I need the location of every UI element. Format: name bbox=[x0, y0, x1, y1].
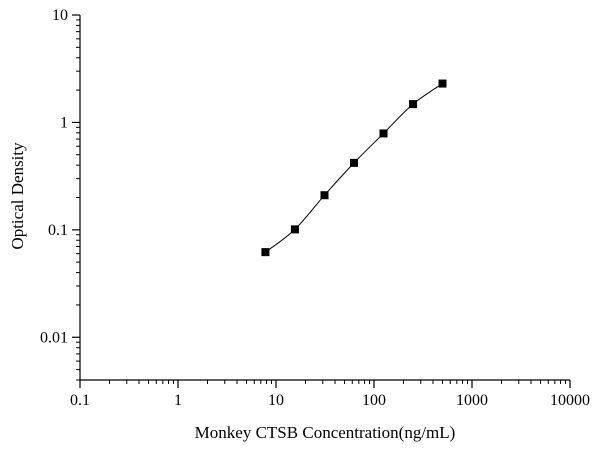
x-tick-label: 1 bbox=[174, 392, 182, 409]
data-point bbox=[261, 248, 270, 257]
y-axis: 0.01 0.1 1 10 bbox=[40, 7, 81, 381]
y-tick-label: 0.1 bbox=[48, 222, 68, 239]
y-tick-label: 10 bbox=[52, 7, 68, 24]
data-point bbox=[320, 191, 329, 200]
data-point bbox=[349, 158, 358, 167]
x-axis: 0.1 1 10 100 1000 10000 bbox=[70, 379, 590, 409]
data-point bbox=[438, 79, 447, 88]
y-tick-label: 0.01 bbox=[40, 329, 68, 346]
data-point bbox=[290, 225, 299, 234]
y-axis-title: Optical Density bbox=[8, 142, 27, 250]
x-tick-label: 1000 bbox=[456, 392, 488, 409]
x-tick-label: 100 bbox=[362, 392, 386, 409]
x-axis-title: Monkey CTSB Concentration(ng/mL) bbox=[195, 423, 456, 442]
x-tick-label: 10000 bbox=[550, 392, 590, 409]
x-tick-label: 0.1 bbox=[70, 392, 90, 409]
y-tick-label: 1 bbox=[60, 114, 68, 131]
data-point bbox=[408, 100, 417, 109]
data-point bbox=[379, 129, 388, 138]
x-tick-label: 10 bbox=[268, 392, 284, 409]
plot-area bbox=[261, 79, 447, 257]
